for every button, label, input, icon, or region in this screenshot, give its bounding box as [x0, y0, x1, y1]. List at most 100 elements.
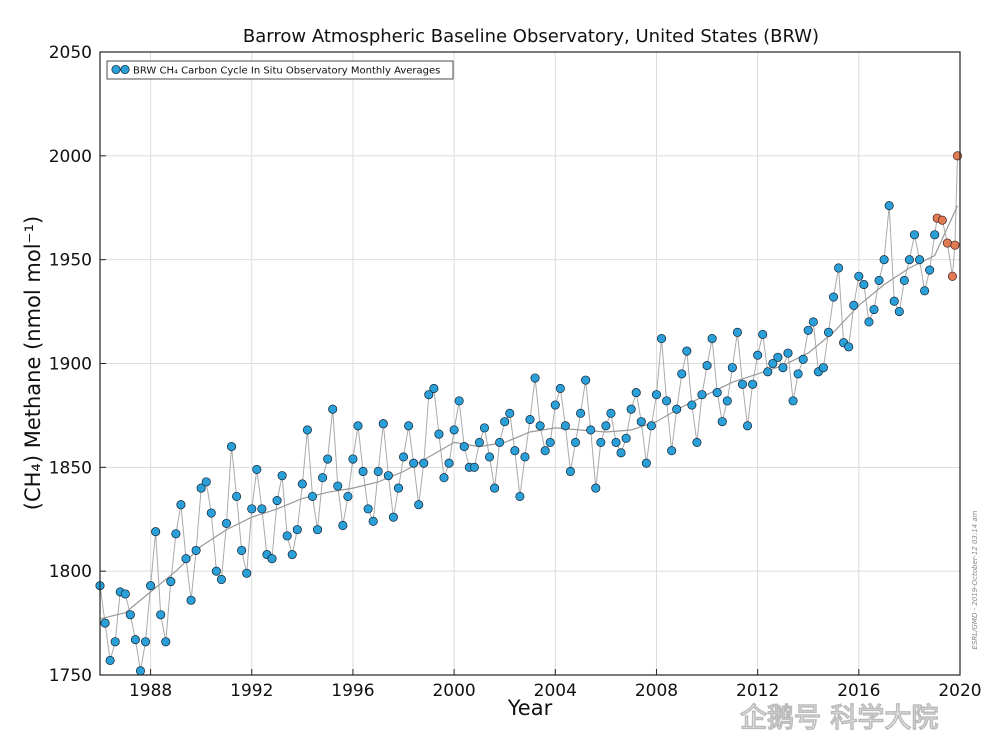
data-point	[798, 354, 808, 364]
preliminary-point	[950, 240, 960, 250]
data-point	[667, 446, 677, 456]
data-point	[601, 421, 611, 431]
data-point	[510, 446, 520, 456]
data-point	[606, 408, 616, 418]
data-point	[247, 504, 257, 514]
data-point	[474, 437, 484, 447]
data-point	[100, 618, 110, 628]
data-point	[707, 334, 717, 344]
data-point	[105, 655, 115, 666]
data-point	[211, 566, 221, 576]
y-tick-label: 2050	[49, 43, 92, 63]
data-point	[358, 466, 368, 477]
data-point	[191, 545, 201, 555]
data-point	[348, 454, 358, 464]
data-point	[393, 483, 404, 493]
x-axis-label: Year	[507, 696, 553, 720]
data-point	[550, 400, 560, 410]
data-point	[490, 483, 500, 493]
data-point	[500, 417, 510, 427]
data-point	[156, 610, 166, 620]
data-point	[343, 491, 353, 501]
data-point	[181, 554, 191, 564]
legend: BRW CH₄ Carbon Cycle In Situ Observatory…	[106, 60, 454, 80]
data-point	[267, 554, 277, 564]
data-point	[277, 471, 287, 481]
data-point	[596, 437, 606, 447]
data-point	[783, 348, 793, 358]
data-point	[682, 346, 692, 356]
x-tick-label: 2020	[938, 681, 981, 701]
data-point	[130, 635, 140, 645]
y-tick-label: 1900	[49, 355, 92, 375]
data-point	[656, 334, 667, 344]
data-point	[768, 358, 778, 369]
data-point	[904, 255, 914, 265]
data-point	[186, 595, 196, 605]
data-point	[459, 442, 469, 452]
data-point	[353, 421, 363, 431]
data-point	[161, 637, 171, 647]
data-point	[687, 400, 697, 410]
data-point	[909, 230, 920, 240]
data-point	[525, 415, 535, 425]
data-point	[125, 610, 135, 620]
data-point	[758, 329, 768, 339]
legend-marker-2	[120, 64, 130, 75]
data-point	[287, 550, 297, 560]
data-point	[338, 520, 348, 531]
data-point	[753, 350, 763, 360]
points-layer	[95, 151, 963, 676]
preliminary-point	[947, 271, 957, 281]
legend-box	[106, 60, 454, 80]
data-point	[591, 483, 601, 493]
data-point	[702, 361, 712, 371]
preliminary-point	[942, 238, 952, 248]
data-point	[282, 531, 292, 541]
data-point	[368, 516, 378, 526]
data-point	[409, 458, 419, 468]
legend-label: BRW CH₄ Carbon Cycle In Situ Observatory…	[133, 66, 440, 77]
data-point	[616, 448, 626, 458]
data-point	[869, 304, 879, 315]
data-point	[844, 342, 854, 352]
data-point	[201, 477, 211, 487]
x-tick-label: 1992	[230, 681, 273, 701]
y-tick-label: 1850	[49, 458, 92, 478]
data-point	[110, 637, 120, 647]
data-point	[672, 404, 682, 414]
data-point	[328, 404, 338, 414]
data-point	[444, 458, 454, 468]
data-point	[242, 568, 252, 578]
data-point	[930, 230, 940, 240]
data-point	[692, 437, 702, 447]
chart-title: Barrow Atmospheric Baseline Observatory,…	[243, 26, 819, 47]
data-point	[884, 201, 894, 211]
data-point	[120, 589, 130, 599]
data-point	[737, 379, 748, 389]
legend-marker-1	[111, 64, 121, 75]
data-point	[383, 471, 393, 481]
data-point	[429, 383, 439, 393]
data-point	[520, 452, 530, 462]
y-tick-label: 2000	[49, 147, 92, 167]
y-tick-label: 1750	[49, 666, 92, 686]
data-point	[555, 383, 565, 393]
preliminary-point	[937, 215, 947, 225]
data-point	[823, 327, 834, 337]
data-point	[530, 373, 540, 383]
data-point	[237, 545, 247, 555]
data-point	[818, 363, 828, 373]
data-point	[889, 296, 899, 306]
data-point	[171, 529, 181, 539]
data-point	[252, 464, 262, 474]
data-point	[864, 317, 874, 327]
data-point	[424, 390, 434, 400]
data-point	[570, 437, 581, 447]
data-point	[803, 325, 813, 335]
data-point	[439, 473, 449, 483]
data-point	[576, 408, 586, 418]
data-point	[914, 255, 925, 265]
